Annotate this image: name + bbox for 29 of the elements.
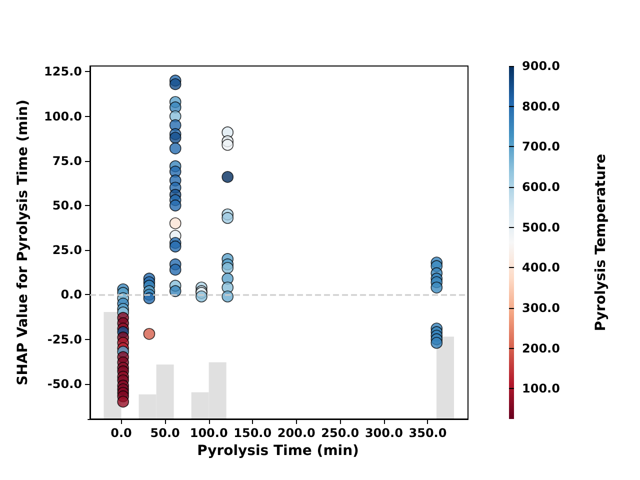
color-bar-title: Pyrolysis Temperature xyxy=(593,154,609,332)
x-tick-label: 0.0 xyxy=(110,426,132,440)
color-bar-label: 800.0 xyxy=(522,99,560,114)
y-tick-label: 75.0 xyxy=(52,154,82,168)
color-bar-label: 600.0 xyxy=(522,180,560,194)
y-tick-label: -50.0 xyxy=(47,376,82,391)
y-tick-label: -25.0 xyxy=(47,332,82,346)
y-tick-label: 0.0 xyxy=(60,288,82,302)
y-tick-label: 25.0 xyxy=(52,243,82,258)
x-tick-label: 300.0 xyxy=(364,426,403,440)
y-axis-title: SHAP Value for Pyrolysis Time (min) xyxy=(15,100,31,386)
x-tick-label: 50.0 xyxy=(150,426,180,440)
bar xyxy=(436,336,454,419)
x-tick-label: 200.0 xyxy=(277,426,316,440)
x-tick-label: 100.0 xyxy=(190,426,228,440)
y-tick-label: 50.0 xyxy=(52,198,82,212)
color-bar-label: 500.0 xyxy=(522,220,560,234)
x-axis-title: Pyrolysis Time (min) xyxy=(197,442,359,459)
color-bar-label: 700.0 xyxy=(522,140,560,154)
x-tick-label: 350.0 xyxy=(408,426,447,440)
x-tick-label: 150.0 xyxy=(234,426,272,440)
color-bar-label: 400.0 xyxy=(522,260,560,275)
color-bar-label: 200.0 xyxy=(522,341,560,356)
x-tick-label: 250.0 xyxy=(321,426,360,440)
y-tick-label: 100.0 xyxy=(44,109,82,124)
color-bar-label: 100.0 xyxy=(522,382,560,396)
y-tick-label: 125.0 xyxy=(44,64,82,79)
color-bar-label: 900.0 xyxy=(522,59,560,73)
color-bar-label: 300.0 xyxy=(522,301,560,316)
